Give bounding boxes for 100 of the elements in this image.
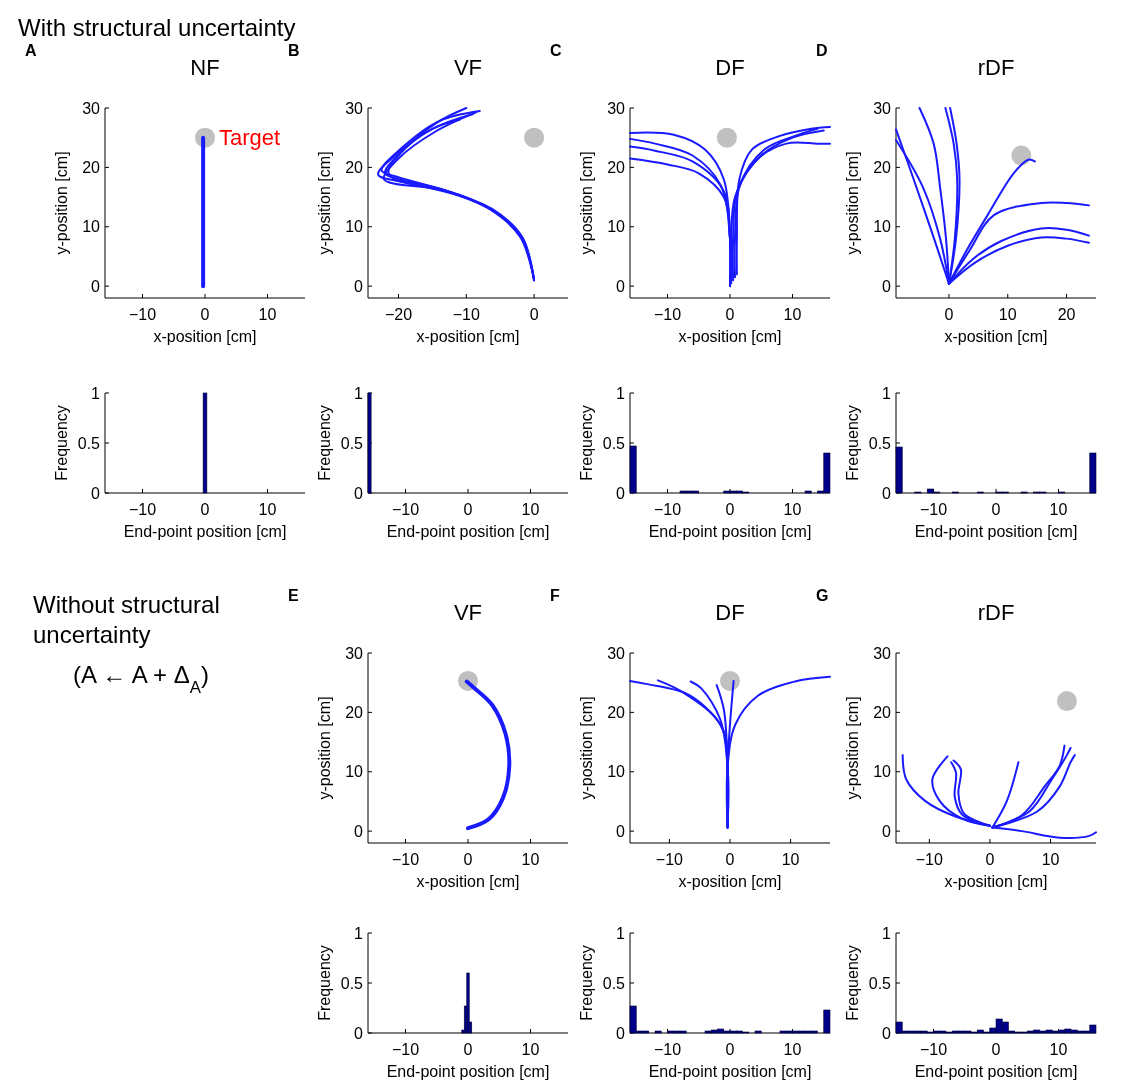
y-axis-title: y-position [cm] bbox=[316, 151, 333, 255]
y-tick-label: 0 bbox=[616, 484, 626, 502]
y-tick-label: 0 bbox=[616, 277, 626, 295]
x-tick-label: −20 bbox=[384, 306, 413, 323]
y-tick-label: 0.5 bbox=[340, 974, 364, 992]
y-tick-label: 0.5 bbox=[868, 974, 892, 992]
annotation: Target bbox=[219, 125, 281, 151]
y-tick-label: 0 bbox=[882, 822, 892, 840]
y-tick-label: 0 bbox=[354, 822, 364, 840]
x-tick-label: 0 bbox=[463, 501, 473, 518]
x-tick-label: 10 bbox=[998, 306, 1017, 323]
x-axis-title: End-point position [cm] bbox=[648, 1063, 812, 1080]
y-tick-label: 20 bbox=[873, 703, 892, 721]
x-axis-title: x-position [cm] bbox=[678, 328, 782, 345]
text: C bbox=[550, 42, 562, 59]
y-tick-label: 20 bbox=[873, 158, 892, 176]
x-axis-title: x-position [cm] bbox=[678, 873, 782, 890]
y-tick-label: 30 bbox=[607, 644, 626, 662]
y-tick-label: 10 bbox=[873, 763, 892, 781]
chart-title: rDF bbox=[977, 55, 1015, 80]
x-tick-label: 10 bbox=[783, 306, 802, 323]
x-tick-label: 10 bbox=[783, 501, 802, 518]
x-tick-label: 0 bbox=[725, 1041, 735, 1058]
text: D bbox=[816, 42, 828, 59]
y-tick-label: 1 bbox=[616, 384, 626, 402]
x-tick-label: 10 bbox=[783, 1041, 802, 1058]
y-tick-label: 1 bbox=[882, 924, 892, 942]
y-axis-title: Frequency bbox=[316, 945, 333, 1021]
y-axis-title: y-position [cm] bbox=[53, 151, 70, 255]
y-tick-label: 20 bbox=[345, 158, 364, 176]
chart-title: VF bbox=[453, 600, 483, 625]
y-tick-label: 20 bbox=[82, 158, 101, 176]
x-axis-title: End-point position [cm] bbox=[386, 1063, 550, 1080]
text: A bbox=[25, 42, 37, 59]
x-tick-label: 10 bbox=[781, 851, 800, 868]
x-axis-title: x-position [cm] bbox=[944, 873, 1048, 890]
x-axis-title: End-point position [cm] bbox=[648, 523, 812, 540]
text: With structural uncertainty bbox=[18, 14, 296, 41]
x-tick-label: −10 bbox=[653, 1041, 682, 1058]
x-tick-label: −10 bbox=[919, 1041, 948, 1058]
x-tick-label: 20 bbox=[1057, 306, 1076, 323]
y-tick-label: 30 bbox=[345, 644, 364, 662]
y-tick-label: 1 bbox=[91, 384, 101, 402]
y-axis-title: Frequency bbox=[844, 945, 861, 1021]
y-tick-label: 0.5 bbox=[602, 434, 626, 452]
y-tick-label: 1 bbox=[354, 924, 364, 942]
x-axis-title: End-point position [cm] bbox=[914, 523, 1078, 540]
y-axis-title: y-position [cm] bbox=[844, 151, 861, 255]
y-tick-label: 30 bbox=[607, 99, 626, 117]
y-tick-label: 0.5 bbox=[602, 974, 626, 992]
y-tick-label: 10 bbox=[345, 218, 364, 236]
y-tick-label: 10 bbox=[82, 218, 101, 236]
x-tick-label: 10 bbox=[521, 1041, 540, 1058]
x-tick-label: 0 bbox=[725, 306, 735, 323]
y-axis-title: y-position [cm] bbox=[316, 696, 333, 800]
y-tick-label: 1 bbox=[616, 924, 626, 942]
x-tick-label: 0 bbox=[200, 306, 210, 323]
x-tick-label: −10 bbox=[653, 501, 682, 518]
x-axis-title: x-position [cm] bbox=[153, 328, 257, 345]
y-axis-title: Frequency bbox=[578, 405, 595, 481]
x-tick-label: −10 bbox=[391, 851, 420, 868]
y-axis-title: y-position [cm] bbox=[844, 696, 861, 800]
y-axis-title: Frequency bbox=[844, 405, 861, 481]
text: G bbox=[816, 587, 829, 604]
y-tick-label: 0 bbox=[882, 277, 892, 295]
x-tick-label: −10 bbox=[919, 501, 948, 518]
y-tick-label: 10 bbox=[873, 218, 892, 236]
text: F bbox=[550, 587, 560, 604]
x-axis-title: x-position [cm] bbox=[416, 328, 520, 345]
x-tick-label: −10 bbox=[391, 501, 420, 518]
x-tick-label: −10 bbox=[128, 306, 157, 323]
x-tick-label: 10 bbox=[1049, 1041, 1068, 1058]
y-tick-label: 0 bbox=[882, 1024, 892, 1042]
x-axis-title: x-position [cm] bbox=[416, 873, 520, 890]
x-tick-label: 10 bbox=[521, 851, 540, 868]
x-tick-label: 10 bbox=[258, 501, 277, 518]
y-tick-label: 0 bbox=[616, 1024, 626, 1042]
x-tick-label: −10 bbox=[655, 851, 684, 868]
y-tick-label: 0 bbox=[882, 484, 892, 502]
y-tick-label: 0 bbox=[354, 484, 364, 502]
x-tick-label: 0 bbox=[529, 306, 539, 323]
text: B bbox=[288, 42, 300, 59]
y-tick-label: 20 bbox=[607, 158, 626, 176]
y-tick-label: 10 bbox=[607, 218, 626, 236]
chart-title: DF bbox=[715, 600, 745, 625]
text: E bbox=[288, 587, 299, 604]
y-tick-label: 10 bbox=[345, 763, 364, 781]
y-tick-label: 0 bbox=[91, 277, 101, 295]
x-axis-title: End-point position [cm] bbox=[386, 523, 550, 540]
x-tick-label: 10 bbox=[1041, 851, 1060, 868]
x-tick-label: 0 bbox=[944, 306, 954, 323]
y-axis-title: Frequency bbox=[316, 405, 333, 481]
y-tick-label: 20 bbox=[607, 703, 626, 721]
x-tick-label: 0 bbox=[725, 851, 735, 868]
chart-title: DF bbox=[715, 55, 745, 80]
x-axis-title: x-position [cm] bbox=[944, 328, 1048, 345]
y-tick-label: 30 bbox=[873, 99, 892, 117]
x-axis-title: End-point position [cm] bbox=[123, 523, 287, 540]
y-tick-label: 0 bbox=[616, 822, 626, 840]
text: (A ← A + Δ$_{A}$) bbox=[73, 661, 209, 697]
